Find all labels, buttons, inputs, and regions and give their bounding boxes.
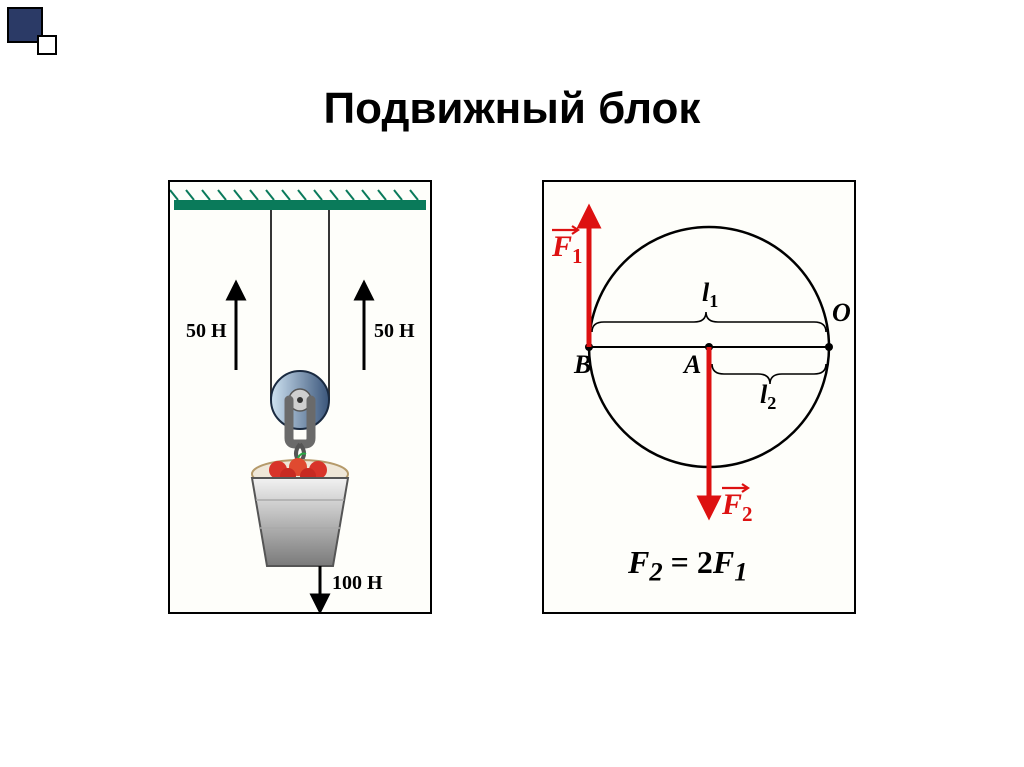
slide-title: Подвижный блок — [0, 84, 1024, 134]
panel-lever-circle: F1 F2 l1 l2 B A O F2 = 2F1 — [542, 180, 856, 614]
label-point-b: B — [574, 350, 591, 380]
force-arrows-up — [236, 290, 364, 370]
diagram-panels: 50 H 50 H 100 H — [0, 180, 1024, 614]
ceiling — [170, 190, 426, 210]
deco-outer-square — [8, 8, 42, 42]
label-100h: 100 H — [332, 572, 383, 595]
label-l2: l2 — [760, 380, 776, 414]
slide-corner-deco — [0, 0, 140, 60]
bucket — [252, 478, 348, 566]
label-l1: l1 — [702, 278, 718, 312]
pulley-wheel — [271, 371, 329, 429]
panel-pulley-bucket: 50 H 50 H 100 H — [168, 180, 432, 614]
label-f2: F2 — [722, 488, 753, 527]
label-point-a: A — [684, 350, 701, 380]
equation-f2-2f1: F2 = 2F1 — [628, 544, 748, 587]
label-50h-right: 50 H — [374, 320, 415, 343]
label-50h-left: 50 H — [186, 320, 227, 343]
deco-inner-square — [38, 36, 56, 54]
label-point-o: O — [832, 298, 851, 328]
label-f1: F1 — [552, 230, 583, 269]
brace-l1 — [592, 312, 826, 332]
